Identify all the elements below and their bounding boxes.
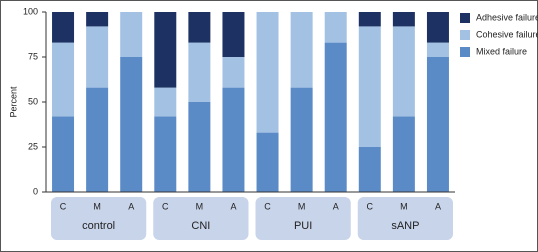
x-tick-label: M xyxy=(400,201,408,211)
bar-segment xyxy=(120,12,143,57)
group-box xyxy=(51,197,147,240)
y-tick-label: 25 xyxy=(28,141,38,151)
x-tick-label: A xyxy=(230,201,236,211)
bar-segment xyxy=(86,87,109,192)
y-axis-label: Percent xyxy=(8,86,18,118)
bar-segment xyxy=(256,12,279,133)
bar-segment xyxy=(52,42,75,117)
bar-segment xyxy=(392,26,415,117)
bar-segment xyxy=(392,116,415,192)
bar-segment xyxy=(358,26,381,147)
bar-segment xyxy=(290,12,313,88)
legend-label: Cohesive failure xyxy=(476,29,538,39)
x-tick-label: C xyxy=(162,201,169,211)
bar-segment xyxy=(222,57,245,88)
bar-segment xyxy=(188,12,211,43)
x-tick-label: C xyxy=(264,201,271,211)
y-tick-label: 0 xyxy=(33,186,38,196)
group-label: PUI xyxy=(294,220,312,232)
bar-segment xyxy=(358,12,381,27)
y-tick-label: 75 xyxy=(28,51,38,61)
x-tick-label: M xyxy=(196,201,204,211)
bar-segment xyxy=(290,87,313,192)
legend-label: Adhesive failure xyxy=(476,12,538,22)
bar-segment xyxy=(154,12,177,88)
bar-segment xyxy=(154,116,177,192)
bar-segment xyxy=(324,12,347,43)
x-tick-label: C xyxy=(367,201,374,211)
bar-segment xyxy=(154,87,177,117)
bar-segment xyxy=(324,42,347,192)
bar-segment xyxy=(188,42,211,102)
legend-swatch xyxy=(460,47,470,57)
y-tick-label: 100 xyxy=(23,6,38,16)
group-label: CNI xyxy=(191,220,210,232)
bar-segment xyxy=(52,116,75,192)
x-tick-label: A xyxy=(128,201,134,211)
bar-segment xyxy=(86,26,109,88)
group-label: control xyxy=(82,220,115,232)
bar-segment xyxy=(426,42,449,57)
legend-swatch xyxy=(460,30,470,40)
x-tick-label: A xyxy=(435,201,441,211)
x-tick-label: A xyxy=(333,201,339,211)
bar-segment xyxy=(120,57,143,192)
group-box xyxy=(357,197,453,240)
y-tick-label: 50 xyxy=(28,96,38,106)
legend-label: Mixed failure xyxy=(476,46,527,56)
bar-segment xyxy=(358,147,381,192)
bar-segment xyxy=(426,12,449,43)
bar-segment xyxy=(256,132,279,192)
bar-segment xyxy=(188,102,211,192)
x-tick-label: M xyxy=(298,201,306,211)
x-tick-label: C xyxy=(60,201,67,211)
bar-segment xyxy=(392,12,415,27)
legend-swatch xyxy=(460,13,470,23)
bar-segment xyxy=(222,87,245,192)
group-box xyxy=(153,197,249,240)
group-box xyxy=(255,197,351,240)
bar-segment xyxy=(426,57,449,192)
bar-segment xyxy=(222,12,245,57)
x-tick-label: M xyxy=(93,201,101,211)
bar-segment xyxy=(52,12,75,43)
group-label: sANP xyxy=(391,220,419,232)
bar-segment xyxy=(86,12,109,27)
